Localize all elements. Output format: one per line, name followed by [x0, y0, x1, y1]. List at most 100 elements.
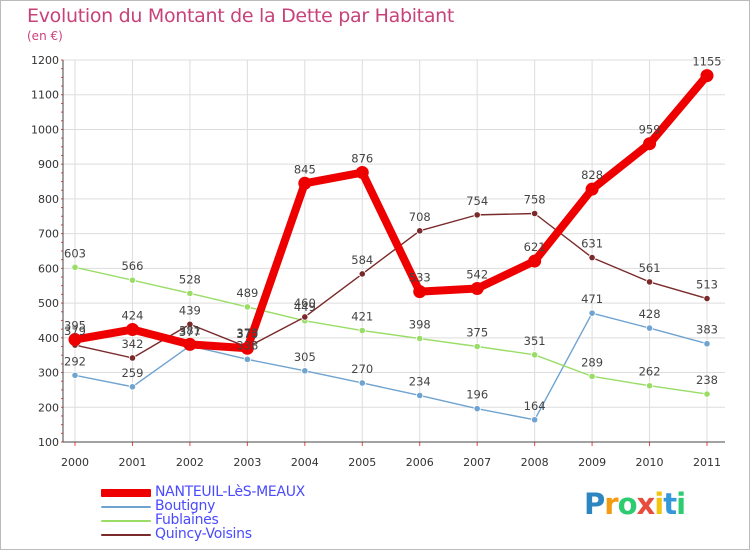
data-label: 708: [409, 210, 431, 224]
logo-letter: x: [636, 487, 656, 521]
y-tick-label: 800: [38, 193, 59, 206]
data-label: 379: [64, 324, 86, 338]
data-point: [645, 278, 654, 286]
data-point: [183, 337, 197, 351]
data-label: 377: [179, 325, 201, 339]
data-point: [416, 334, 424, 343]
logo-letter: r: [604, 487, 618, 521]
data-point: [355, 166, 369, 180]
data-point: [68, 333, 82, 347]
data-label: 460: [294, 296, 316, 310]
legend-label: Quincy-Voisins: [155, 526, 252, 542]
data-point: [298, 176, 312, 190]
data-point: [643, 137, 657, 151]
y-tick-label: 1000: [31, 123, 59, 136]
y-tick-label: 500: [38, 297, 59, 310]
data-label: 305: [294, 350, 316, 364]
data-label: 876: [351, 152, 373, 166]
data-point: [128, 354, 137, 362]
data-point: [473, 342, 481, 351]
x-tick-label: 2001: [118, 456, 146, 469]
y-tick-label: 100: [38, 436, 59, 449]
data-point: [528, 254, 542, 268]
y-tick-label: 900: [38, 158, 59, 171]
x-tick-label: 2010: [636, 456, 664, 469]
y-tick-label: 600: [38, 262, 59, 275]
data-point: [416, 227, 424, 235]
data-label: 421: [351, 310, 373, 324]
data-label: 342: [121, 337, 143, 351]
series-layer: [68, 69, 714, 424]
data-point: [240, 341, 254, 355]
grid-lines: [63, 59, 725, 443]
data-label: 196: [466, 388, 488, 402]
data-label: 289: [581, 355, 603, 369]
legend-swatch: [101, 489, 151, 497]
series-line-0: [71, 71, 711, 353]
data-label: 621: [524, 240, 546, 254]
data-label: 513: [696, 278, 718, 292]
data-label: 603: [64, 246, 86, 260]
x-tick-label: 2011: [693, 456, 721, 469]
chart-unit: (en €): [27, 29, 63, 43]
data-label: 1155: [692, 55, 721, 69]
data-point: [703, 390, 711, 398]
data-label: 845: [294, 162, 316, 176]
axes: 100 200 300 400 500 600 700 800 900 1000 1100 1200 2…: [31, 54, 725, 469]
data-point: [243, 355, 251, 363]
data-label: 631: [581, 237, 603, 251]
data-label: 959: [639, 123, 661, 137]
legend-swatch: [101, 506, 151, 508]
x-tick-label: 2009: [578, 456, 606, 469]
series-line-1: [74, 312, 708, 421]
y-tick-label: 300: [38, 367, 59, 380]
data-point: [125, 322, 139, 336]
y-tick-label: 1200: [31, 54, 59, 67]
proxiti-logo[interactable]: Proxiti: [584, 487, 686, 521]
data-label: 533: [409, 271, 431, 285]
data-label: 566: [121, 259, 143, 273]
x-tick-label: 2007: [463, 456, 491, 469]
data-point: [531, 351, 539, 359]
x-tick-label: 2003: [233, 456, 261, 469]
data-label: 424: [121, 308, 143, 322]
data-point: [358, 379, 366, 387]
data-label: 292: [64, 354, 86, 368]
legend-label: NANTEUIL-LèS-MEAUX: [155, 484, 305, 500]
data-point: [585, 182, 599, 196]
data-point: [473, 405, 481, 413]
x-tick-label: 2005: [348, 456, 376, 469]
legend-swatch: [101, 520, 151, 522]
data-label: 375: [466, 326, 488, 340]
data-point: [416, 391, 424, 400]
data-label: 351: [524, 334, 546, 348]
data-label: 259: [121, 366, 143, 380]
y-tick-label: 400: [38, 332, 59, 345]
series-line-3: [74, 212, 708, 359]
data-point: [645, 382, 654, 390]
data-label: 828: [581, 168, 603, 182]
data-point: [473, 211, 481, 219]
data-label: 234: [409, 374, 431, 388]
data-label: 262: [639, 365, 661, 379]
data-label: 338: [236, 338, 258, 352]
data-label: 528: [179, 272, 201, 286]
legend-label: Fublaines: [155, 512, 219, 528]
data-label: 381: [179, 323, 201, 337]
data-point: [301, 313, 309, 321]
data-label: 428: [639, 307, 661, 321]
data-label: 489: [236, 286, 258, 300]
data-point: [358, 326, 366, 335]
data-point: [128, 276, 137, 284]
data-point: [186, 289, 194, 297]
x-tick-label: 2000: [61, 456, 89, 469]
data-label: 758: [524, 192, 546, 206]
data-point: [531, 209, 539, 218]
data-label: 383: [696, 323, 718, 337]
data-point: [186, 320, 194, 328]
x-tick-label: 2002: [176, 456, 204, 469]
x-tick-label: 2006: [406, 456, 434, 469]
data-point: [301, 367, 309, 375]
